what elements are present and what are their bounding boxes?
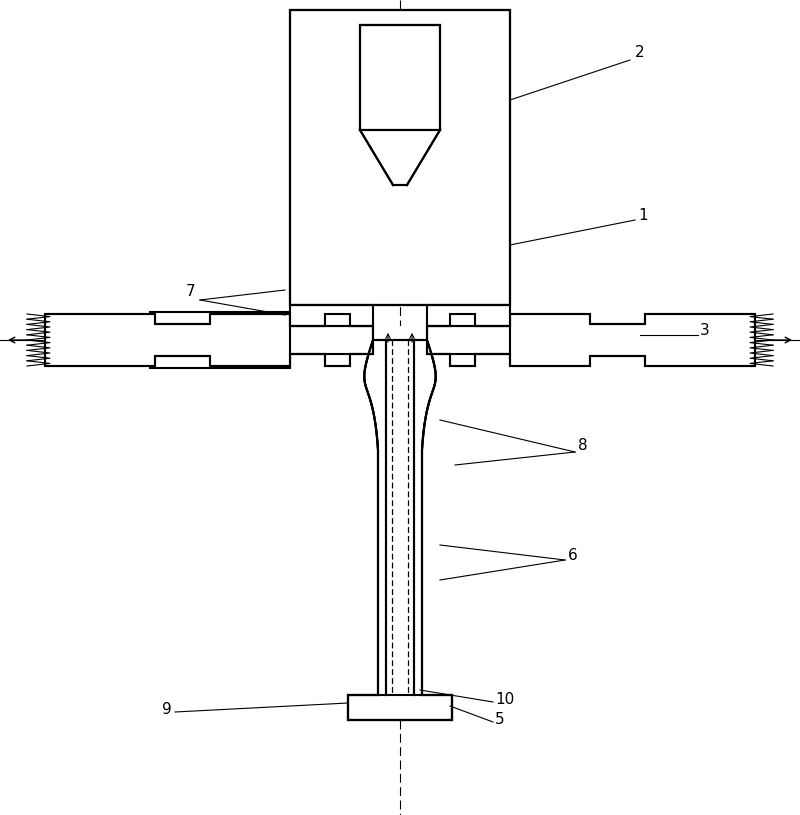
Text: 3: 3 <box>700 323 710 337</box>
Polygon shape <box>373 326 427 354</box>
Polygon shape <box>360 25 440 130</box>
Text: 8: 8 <box>578 438 588 452</box>
Polygon shape <box>348 340 452 720</box>
Polygon shape <box>45 314 373 366</box>
Polygon shape <box>360 130 440 185</box>
Polygon shape <box>150 312 290 368</box>
Text: 10: 10 <box>495 693 514 707</box>
Polygon shape <box>427 314 755 366</box>
Polygon shape <box>427 305 510 326</box>
Text: 1: 1 <box>638 208 648 222</box>
Text: 2: 2 <box>635 45 645 59</box>
Polygon shape <box>290 10 510 305</box>
Polygon shape <box>290 305 373 326</box>
Text: 7: 7 <box>186 284 195 299</box>
Text: 9: 9 <box>162 703 172 717</box>
Text: 6: 6 <box>568 548 578 562</box>
Text: 5: 5 <box>495 712 505 728</box>
Polygon shape <box>386 340 414 695</box>
